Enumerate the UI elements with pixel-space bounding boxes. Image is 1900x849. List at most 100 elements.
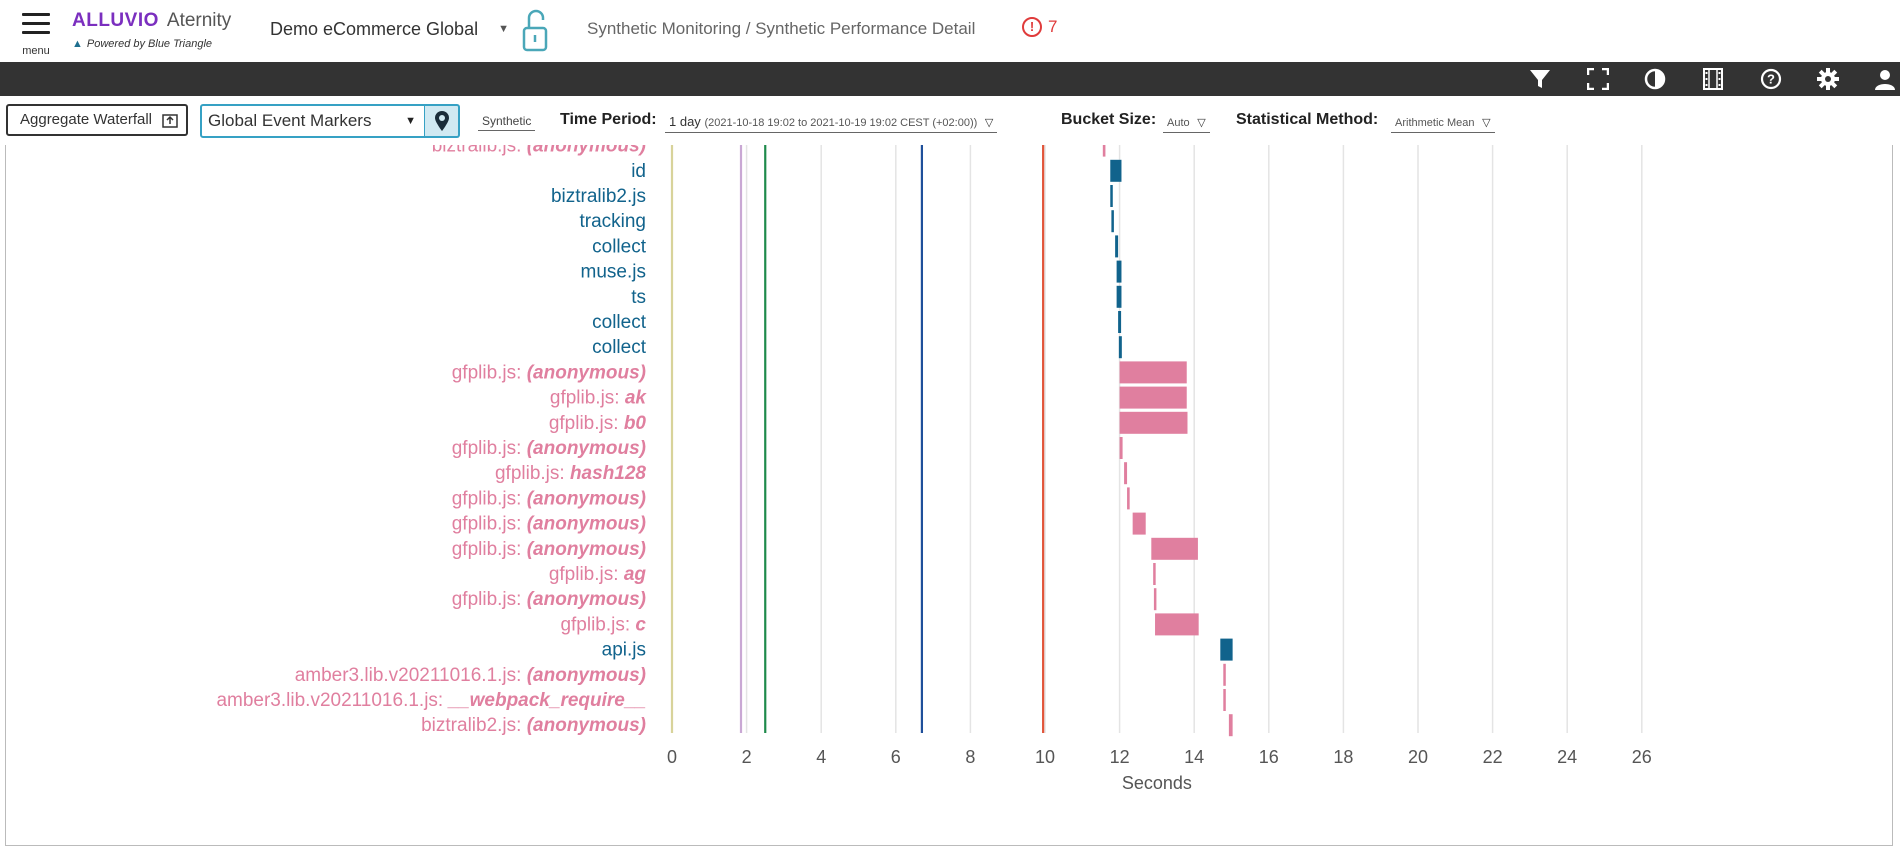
waterfall-bar[interactable] [1119,361,1187,384]
waterfall-row-label[interactable]: gfplib.js: hash128 [495,463,646,484]
waterfall-bar[interactable] [1110,159,1122,182]
x-tick-label: 24 [1557,747,1577,767]
x-tick-label: 22 [1483,747,1503,767]
waterfall-bar[interactable] [1127,487,1130,510]
menu-button[interactable]: menu [20,10,52,58]
brand-logo[interactable]: ALLUVIO Aternity ▲ Powered by Blue Triangl… [72,10,231,50]
waterfall-row-label[interactable]: gfplib.js: (anonymous) [452,488,646,509]
global-event-markers-value: Global Event Markers [208,111,372,130]
waterfall-row-label[interactable]: amber3.lib.v20211016.1.js: (anonymous) [295,665,646,686]
fullscreen-icon[interactable] [1585,66,1611,92]
app-selector[interactable]: Demo eCommerce Global ▼ [270,19,509,40]
waterfall-row-label[interactable]: biztralib.js: (anonymous) [432,145,646,157]
x-tick-label: 20 [1408,747,1428,767]
statistical-method-label: Statistical Method: [1236,111,1379,128]
x-tick-label: 4 [816,747,826,767]
bucket-size-label: Bucket Size: [1061,111,1157,128]
hamburger-icon [22,13,50,16]
alert-count: 7 [1048,17,1058,36]
x-axis-title: Seconds [1122,773,1192,793]
global-event-markers-select[interactable]: Global Event Markers ▼ [200,104,426,138]
brand-name: ALLUVIO [72,10,159,31]
menu-label: menu [22,45,50,57]
waterfall-bar[interactable] [1119,386,1187,409]
waterfall-row-label[interactable]: gfplib.js: ak [550,388,648,409]
waterfall-bar[interactable] [1119,437,1123,459]
top-header: menu ALLUVIO Aternity ▲ Powered by Blue Tr… [0,0,1900,62]
map-pin-icon [434,111,449,131]
waterfall-bar[interactable] [1220,638,1233,661]
waterfall-bar[interactable] [1223,663,1226,686]
user-icon[interactable] [1872,66,1898,92]
bucket-size-value: Auto [1167,117,1190,129]
filter-icon[interactable] [1527,66,1553,92]
brand-tagline-row: ▲ Powered by Blue Triangle [72,38,212,50]
waterfall-bar[interactable] [1116,285,1122,308]
waterfall-bar[interactable] [1116,260,1122,283]
waterfall-row-label[interactable]: muse.js [581,262,646,283]
gear-icon[interactable] [1815,66,1841,92]
chevron-down-icon: ▽ [1482,117,1491,129]
waterfall-row-label[interactable]: collect [592,312,647,333]
waterfall-row-label[interactable]: biztralib2.js [551,186,646,207]
waterfall-bar[interactable] [1110,185,1113,207]
x-tick-label: 6 [891,747,901,767]
time-period-select[interactable]: 1 day (2021-10-18 19:02 to 2021-10-19 19… [665,114,998,133]
waterfall-row-label[interactable]: collect [592,337,647,358]
action-toolbar: ? [0,62,1900,96]
waterfall-bar[interactable] [1102,145,1106,157]
waterfall-bar[interactable] [1155,613,1199,636]
aggregate-waterfall-button[interactable]: Aggregate Waterfall [6,104,188,136]
waterfall-bar[interactable] [1115,235,1119,258]
waterfall-bar[interactable] [1223,689,1226,711]
waterfall-row-label[interactable]: id [631,161,646,182]
waterfall-bar[interactable] [1132,512,1146,535]
waterfall-row-label[interactable]: biztralib2.js: (anonymous) [421,715,646,736]
bucket-size-select[interactable]: Auto ▽ [1163,114,1210,133]
waterfall-bar[interactable] [1119,411,1188,434]
contrast-icon[interactable] [1642,66,1668,92]
time-period-range: (2021-10-18 19:02 to 2021-10-19 19:02 CE… [704,117,978,129]
film-icon[interactable] [1700,66,1726,92]
x-tick-label: 16 [1259,747,1279,767]
waterfall-row-label[interactable]: gfplib.js: (anonymous) [452,539,646,560]
waterfall-row-label[interactable]: gfplib.js: ag [549,564,647,585]
synthetic-tab[interactable]: Synthetic [478,114,536,131]
waterfall-row-label[interactable]: gfplib.js: (anonymous) [452,438,646,459]
breadcrumb: Synthetic Monitoring / Synthetic Perform… [587,19,976,38]
waterfall-bar[interactable] [1118,336,1122,359]
waterfall-row-label[interactable]: api.js [602,640,646,661]
caret-down-icon: ▼ [405,115,416,127]
waterfall-bar[interactable] [1111,210,1114,233]
waterfall-bar[interactable] [1124,462,1128,485]
waterfall-row-label[interactable]: collect [592,236,647,257]
waterfall-row-label[interactable]: gfplib.js: (anonymous) [452,589,646,610]
waterfall-row-label[interactable]: gfplib.js: (anonymous) [452,362,646,383]
waterfall-row-label[interactable]: gfplib.js: (anonymous) [452,514,646,535]
waterfall-row-label[interactable]: gfplib.js: b0 [549,413,647,434]
waterfall-row-label[interactable]: ts [631,287,646,308]
waterfall-bar[interactable] [1151,537,1198,560]
caret-down-icon: ▼ [498,23,509,35]
filter-bar: Aggregate Waterfall Global Event Markers… [0,96,1900,146]
export-icon [162,114,178,128]
app-selector-value: Demo eCommerce Global [270,19,479,39]
event-marker-pin-button[interactable] [425,104,460,138]
time-period-label: Time Period: [560,111,657,128]
alert-badge[interactable]: ! 7 [1022,17,1057,37]
waterfall-bar[interactable] [1153,563,1156,585]
statistical-method-select[interactable]: Arithmetic Mean ▽ [1391,114,1495,133]
x-tick-label: 8 [965,747,975,767]
waterfall-bar[interactable] [1118,311,1122,333]
statistical-method-value: Arithmetic Mean [1395,117,1475,129]
waterfall-row-label[interactable]: amber3.lib.v20211016.1.js: __webpack_req… [216,690,646,711]
unlock-icon[interactable] [520,8,550,54]
waterfall-row-label[interactable]: tracking [579,211,646,232]
svg-text:?: ? [1767,72,1775,87]
waterfall-bar[interactable] [1228,714,1233,737]
blue-triangle-icon: ▲ [72,38,83,50]
waterfall-bar[interactable] [1153,588,1157,611]
waterfall-row-label[interactable]: gfplib.js: c [560,614,646,635]
waterfall-chart: biztralib.js: (anonymous) id biztralib2.js… [216,145,1652,793]
help-icon[interactable]: ? [1758,66,1784,92]
